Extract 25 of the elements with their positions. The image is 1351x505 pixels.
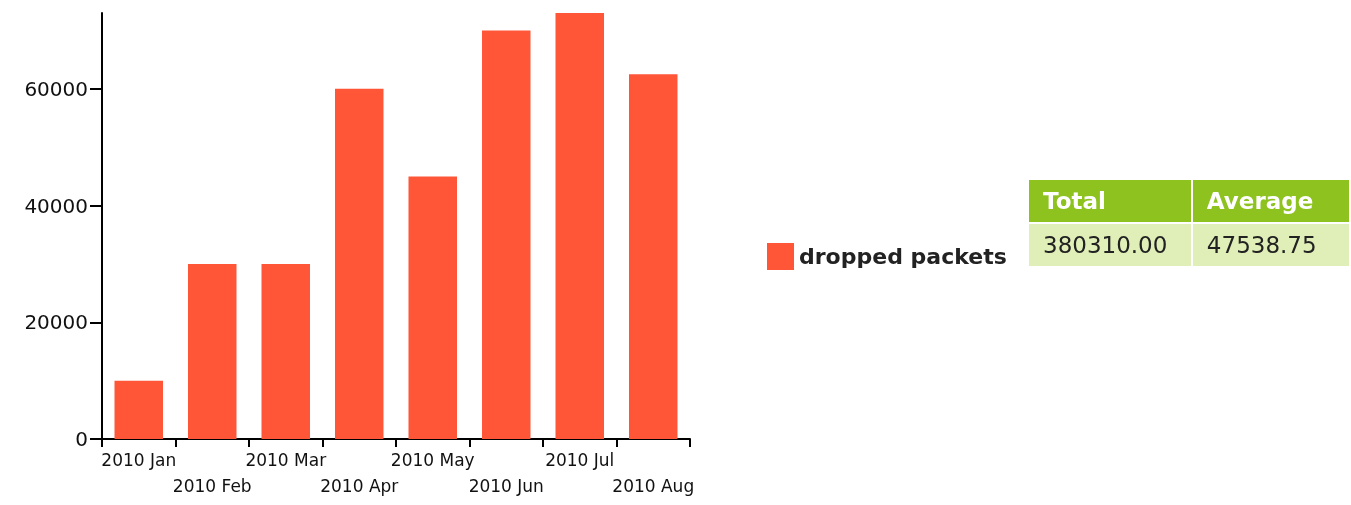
y-tick-label: 40000 — [24, 193, 88, 218]
x-tick-label: 2010 Jan — [101, 450, 177, 470]
text: 380310.00 — [1028, 223, 1192, 267]
y-tick-label: 20000 — [24, 310, 88, 335]
x-tick-label: 2010 Feb — [172, 476, 252, 496]
text: Total — [1028, 179, 1192, 223]
text: Average — [1191, 179, 1350, 223]
bar — [114, 380, 164, 439]
x-tick-label: 2010 Jul — [545, 450, 615, 470]
x-tick-label: 2010 Jun — [468, 476, 544, 496]
legend-label: dropped packets — [799, 244, 1007, 269]
x-tick-label: 2010 Apr — [320, 476, 399, 496]
x-tick-label: 2010 May — [390, 450, 475, 470]
y-tick-label: 60000 — [24, 76, 88, 101]
x-tick-label: 2010 Aug — [612, 476, 695, 496]
bar — [408, 176, 458, 439]
bar — [482, 30, 531, 439]
y-tick-label: 0 — [75, 427, 88, 451]
text: 47538.75 — [1191, 223, 1350, 267]
bar — [555, 13, 605, 439]
bar — [261, 263, 311, 439]
bar — [188, 263, 237, 439]
x-tick-label: 2010 Mar — [245, 450, 327, 470]
bar — [629, 74, 678, 439]
bar — [335, 88, 384, 439]
